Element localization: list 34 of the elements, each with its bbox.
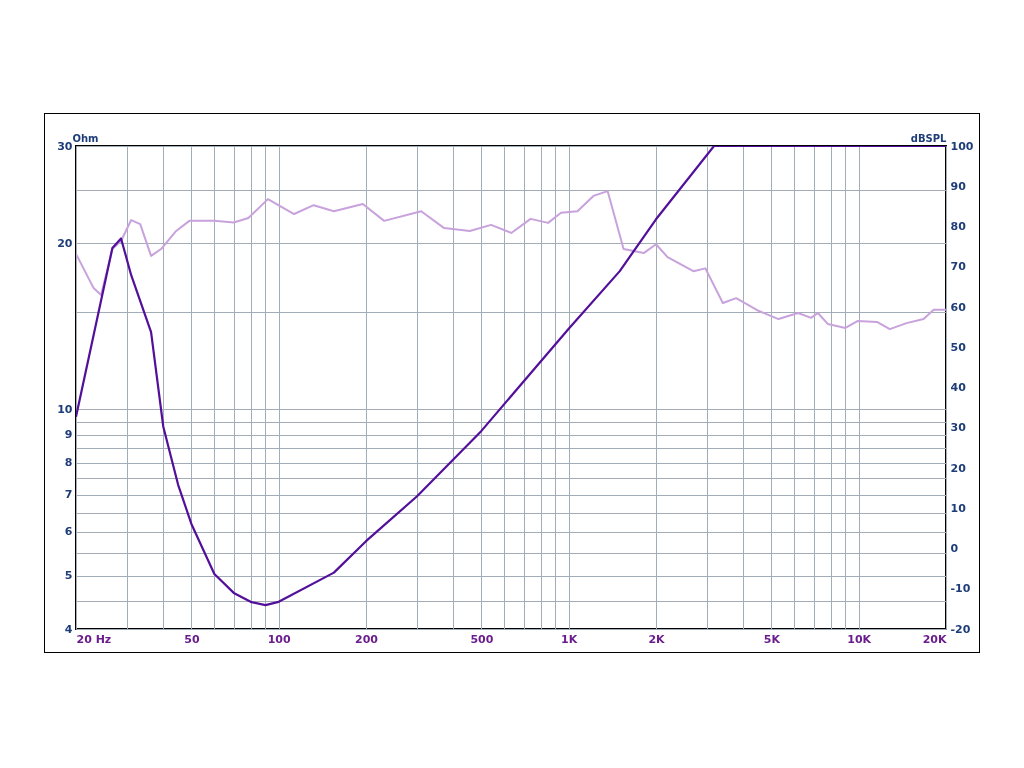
y-tick-label: 10 [57, 402, 73, 416]
y-tick-label: 7 [64, 488, 73, 502]
y2-tick-label: 50 [950, 340, 967, 354]
x-tick-label: 50 [184, 632, 200, 646]
x-tick-label: 100 [267, 632, 292, 646]
y-tick-label: 5 [64, 569, 73, 583]
x-tick-label: 20 Hz [76, 632, 112, 646]
y2-tick-label: 10 [950, 501, 967, 515]
y2-tick-label: 100 [950, 139, 974, 153]
y2-tick-label: -20 [950, 622, 971, 636]
y-tick-label: 30 [57, 139, 73, 153]
x-tick-label: 10K [847, 632, 872, 646]
x-tick-label: 5K [763, 632, 781, 646]
y-tick-label: 8 [64, 456, 73, 470]
x-tick-label: 1K [561, 632, 578, 646]
y-tick-label: 6 [64, 525, 73, 539]
y2-axis-title: dBSPL [910, 132, 948, 144]
y-tick-label: 9 [64, 428, 73, 442]
y2-tick-label: 60 [950, 300, 967, 314]
y2-tick-label: 0 [950, 542, 959, 555]
y-tick-label: 4 [64, 622, 73, 636]
y2-tick-label: 20 [950, 461, 967, 475]
y-tick-label: 20 [57, 236, 73, 250]
y-axis-title: Ohm [72, 132, 99, 144]
x-tick-label: 500 [470, 632, 494, 646]
y2-tick-label: 80 [950, 220, 967, 233]
y2-tick-label: 90 [950, 179, 967, 193]
y2-tick-label: -10 [950, 582, 971, 596]
x-tick-label: 20K [922, 632, 947, 646]
y2-tick-label: 70 [950, 260, 967, 274]
y2-tick-label: 40 [950, 381, 967, 394]
x-tick-label: 200 [355, 632, 379, 646]
x-tick-label: 2K [648, 632, 666, 646]
y2-tick-label: 30 [950, 421, 967, 435]
